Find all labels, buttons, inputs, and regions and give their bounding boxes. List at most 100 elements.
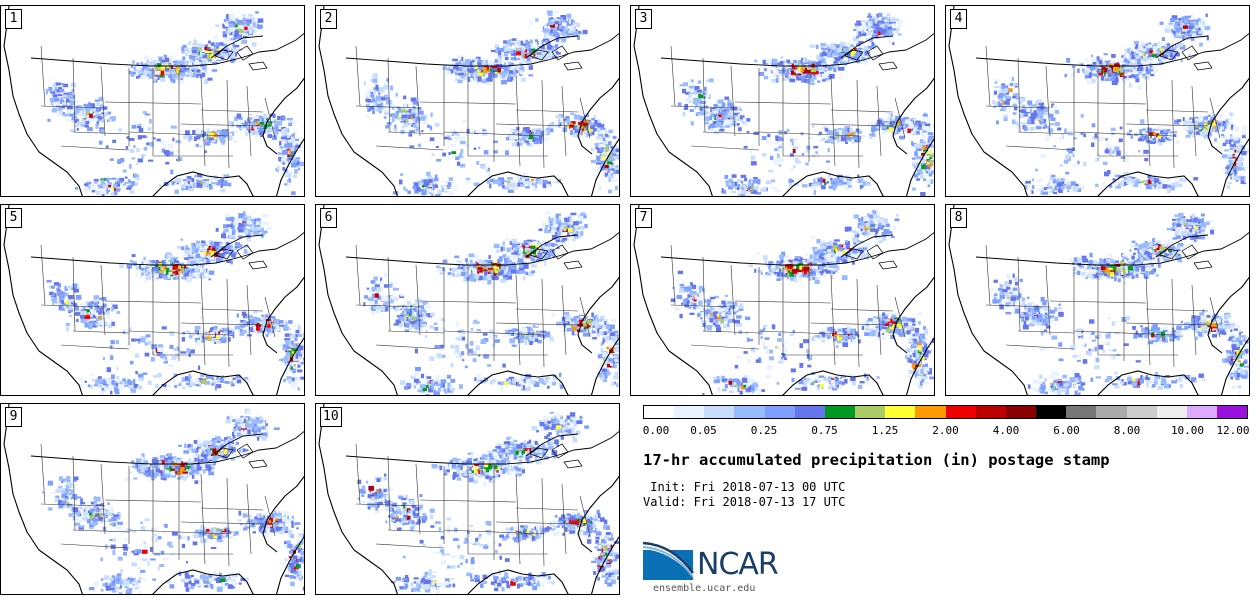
precip-cell bbox=[1169, 50, 1173, 54]
precip-cell bbox=[1199, 115, 1203, 119]
precip-cell bbox=[740, 180, 744, 184]
precip-cell bbox=[372, 98, 375, 102]
precip-cell bbox=[828, 50, 834, 54]
precip-cell bbox=[616, 157, 619, 160]
precip-cell bbox=[457, 79, 463, 84]
precip-cell bbox=[1186, 20, 1190, 24]
precip-cell bbox=[1129, 52, 1132, 57]
precip-cell bbox=[857, 51, 860, 55]
precip-cell bbox=[76, 128, 79, 131]
precip-cell bbox=[597, 185, 602, 190]
precip-cell bbox=[1134, 68, 1140, 73]
precip-cell bbox=[203, 131, 206, 137]
precip-cell bbox=[550, 29, 553, 33]
precip-cell bbox=[1128, 82, 1132, 88]
precip-cell bbox=[550, 19, 556, 22]
precip-cell bbox=[1049, 176, 1055, 182]
precip-cell bbox=[536, 128, 542, 131]
precip-cell bbox=[546, 55, 552, 59]
precip-cell bbox=[1154, 130, 1160, 133]
precip-cell bbox=[924, 123, 931, 127]
precip-cell bbox=[590, 148, 595, 151]
precip-cell bbox=[109, 158, 114, 161]
precip-cell bbox=[512, 134, 519, 140]
precip-cell bbox=[774, 189, 781, 193]
precip-cell bbox=[718, 122, 722, 128]
precip-cell bbox=[1227, 181, 1233, 184]
precip-cell bbox=[196, 57, 202, 60]
precip-cell bbox=[368, 89, 374, 92]
precip-cell bbox=[1192, 19, 1197, 22]
precip-cell bbox=[689, 109, 694, 112]
precip-cell bbox=[774, 148, 778, 151]
precip-cell bbox=[263, 117, 266, 121]
precip-cell bbox=[878, 12, 883, 17]
precip-cell bbox=[496, 180, 502, 185]
precip-cell bbox=[827, 147, 830, 153]
precip-cell bbox=[879, 24, 885, 29]
precip-cell bbox=[94, 99, 100, 102]
precip-cell bbox=[835, 178, 839, 183]
precip-cell bbox=[780, 55, 784, 59]
precip-cell bbox=[283, 147, 287, 151]
precip-cell bbox=[397, 117, 400, 121]
precip-cell bbox=[1161, 37, 1165, 42]
precip-cell bbox=[181, 46, 187, 51]
precip-cell bbox=[223, 135, 227, 138]
precip-cell bbox=[199, 181, 203, 184]
precip-cell bbox=[842, 45, 845, 49]
precip-cell bbox=[524, 178, 529, 181]
precip-cell bbox=[451, 133, 455, 137]
precip-cell bbox=[791, 140, 794, 146]
precip-cell bbox=[179, 60, 185, 65]
precip-cell bbox=[187, 62, 191, 66]
precip-cell bbox=[840, 41, 843, 44]
precip-cell bbox=[232, 42, 235, 48]
precip-cell bbox=[62, 102, 66, 105]
precip-cell bbox=[1136, 49, 1142, 52]
precip-cell bbox=[743, 121, 748, 127]
precip-cell bbox=[504, 44, 511, 48]
precip-cell bbox=[727, 181, 734, 185]
precip-cell bbox=[210, 139, 216, 143]
precip-cell bbox=[203, 179, 209, 182]
great-lakes bbox=[214, 45, 268, 71]
precip-cell bbox=[823, 65, 828, 69]
precip-cell bbox=[827, 136, 832, 141]
precip-cell bbox=[477, 59, 481, 64]
precip-cell bbox=[994, 85, 1000, 88]
precip-cell bbox=[459, 163, 466, 168]
precip-cell bbox=[913, 125, 919, 128]
precip-cell bbox=[169, 65, 173, 69]
precip-cell bbox=[526, 61, 532, 66]
precip-cell bbox=[515, 73, 518, 78]
precip-cell bbox=[107, 182, 112, 186]
precip-cell bbox=[1230, 143, 1236, 147]
state-borders bbox=[40, 45, 276, 169]
precip-cell bbox=[591, 121, 595, 124]
precip-cell bbox=[570, 122, 574, 128]
precip-cell bbox=[246, 21, 250, 26]
precip-cell bbox=[505, 137, 509, 141]
precip-cell bbox=[833, 54, 837, 60]
precip-cell bbox=[894, 122, 898, 125]
precip-cell bbox=[251, 122, 257, 126]
precip-cell bbox=[1178, 18, 1182, 21]
precip-cell bbox=[240, 120, 245, 124]
precip-cell bbox=[695, 103, 699, 107]
precip-cell bbox=[811, 124, 815, 128]
precip-cell bbox=[771, 79, 777, 83]
precip-cell bbox=[172, 137, 175, 142]
precip-cell bbox=[52, 93, 57, 96]
precip-cell bbox=[192, 50, 196, 54]
precip-cell bbox=[541, 39, 544, 45]
precip-cell bbox=[584, 120, 590, 124]
precip-cell bbox=[596, 119, 601, 123]
precip-cell bbox=[403, 119, 409, 123]
precip-cell bbox=[742, 117, 746, 123]
precip-cell bbox=[521, 60, 528, 63]
precip-cell bbox=[1149, 140, 1156, 143]
precip-cell bbox=[135, 176, 140, 181]
precip-cell bbox=[176, 62, 180, 67]
precip-cell bbox=[49, 93, 53, 96]
